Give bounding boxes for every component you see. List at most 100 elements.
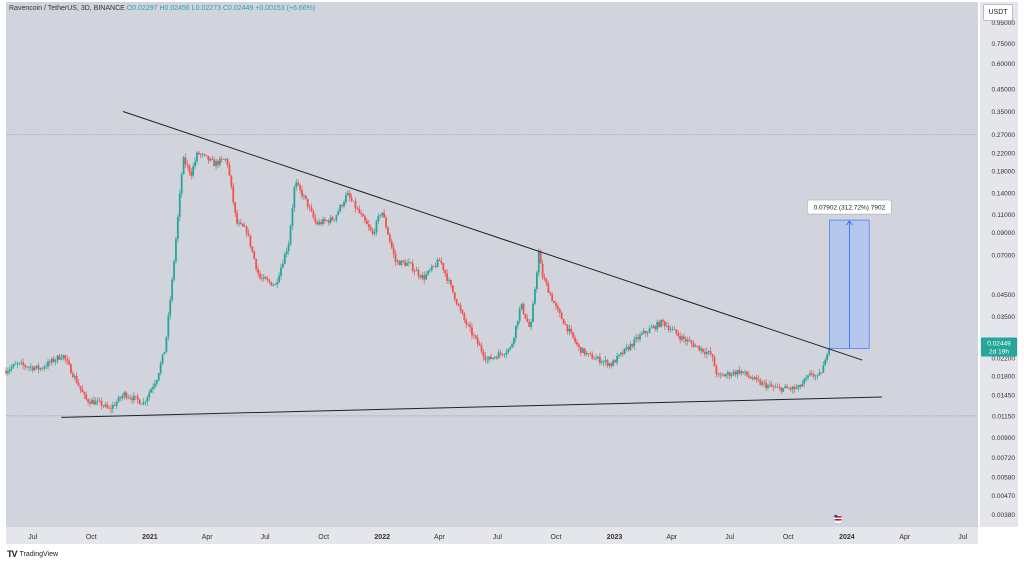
candle-body <box>18 362 21 364</box>
candle-body <box>692 343 695 347</box>
candle-body <box>619 352 622 355</box>
candle-body <box>379 215 382 216</box>
candle-body <box>60 358 63 360</box>
us-flag-event-icon[interactable] <box>832 513 844 525</box>
candle-body <box>442 263 445 270</box>
candle-body <box>396 260 399 262</box>
candle-body <box>690 341 693 344</box>
candle-body <box>140 403 143 405</box>
candle-body <box>472 335 475 336</box>
candle-body <box>541 263 544 278</box>
candle-body <box>423 275 426 280</box>
price-tick-label: 0.00470 <box>992 493 1016 500</box>
candle-body <box>228 165 231 176</box>
time-tick-label: Jul <box>493 534 502 541</box>
candle-body <box>684 338 687 342</box>
candle-body <box>707 351 710 353</box>
candle-body <box>759 380 762 385</box>
tradingview-brand: TradingView <box>19 550 59 558</box>
candle-body <box>387 227 389 235</box>
candle-body <box>203 154 206 156</box>
candle-body <box>196 152 198 162</box>
candle-body <box>100 400 103 406</box>
candle-body <box>478 343 481 346</box>
candle-body <box>736 370 739 375</box>
candle-body <box>694 345 697 347</box>
candle-body <box>440 260 443 264</box>
price-tick-label: 0.09000 <box>992 230 1016 237</box>
candle-body <box>696 345 699 347</box>
candle-body <box>482 351 485 357</box>
candle-body <box>797 385 800 388</box>
candle-body <box>217 161 219 165</box>
candle-body <box>516 321 519 326</box>
symbol-title[interactable]: Ravencoin / TetherUS, 3D, BINANCE <box>9 5 125 12</box>
candle-body <box>220 158 223 160</box>
candle-body <box>793 386 796 389</box>
candle-body <box>597 356 599 359</box>
candle-body <box>480 345 483 352</box>
candle-body <box>642 331 645 334</box>
candle-body <box>795 387 798 389</box>
candle-body <box>176 216 179 239</box>
price-tick-label: 0.07000 <box>992 252 1016 259</box>
candle-body <box>222 159 225 160</box>
candle-body <box>243 226 246 227</box>
candle-body <box>448 280 450 281</box>
candle-body <box>346 193 349 196</box>
candle-body <box>450 280 452 286</box>
candle-body <box>425 274 428 280</box>
candle-body <box>593 359 596 360</box>
candle-body <box>35 365 38 368</box>
candle-body <box>146 397 149 402</box>
candle-body <box>444 269 447 274</box>
candle-body <box>652 325 655 328</box>
candle-body <box>257 269 259 274</box>
candle-body <box>308 206 311 208</box>
candle-body <box>534 289 536 304</box>
candle-body <box>556 306 559 310</box>
candle-body <box>545 279 548 284</box>
candle-body <box>327 220 330 223</box>
candle-body <box>10 366 13 370</box>
candle-body <box>280 267 282 276</box>
price-range-label-box <box>807 199 892 215</box>
time-tick-label: Oct <box>318 534 329 541</box>
candle-body <box>144 401 147 403</box>
candle-body <box>167 315 170 337</box>
candle-body <box>133 395 135 401</box>
candle-body <box>537 251 540 273</box>
candle-body <box>663 321 666 327</box>
candle-body <box>461 309 464 314</box>
time-tick-label: Apr <box>899 534 911 541</box>
candle-body <box>671 328 674 330</box>
currency-unit-button[interactable]: USDT <box>983 4 1013 21</box>
candle-body <box>679 335 681 340</box>
candle-body <box>39 368 42 370</box>
candle-body <box>131 398 133 401</box>
candle-body <box>404 262 407 266</box>
candle-body <box>291 208 294 226</box>
candle-body <box>47 361 49 367</box>
candle-body <box>406 263 408 266</box>
tradingview-footer[interactable]: TV TradingView <box>7 549 58 559</box>
candle-body <box>322 219 324 225</box>
candle-body <box>742 371 745 373</box>
candle-body <box>530 321 533 327</box>
candle-body <box>350 197 353 201</box>
candle-body <box>820 372 823 374</box>
candle-body <box>362 214 365 217</box>
candle-body <box>501 353 504 355</box>
price-tick-label: 0.14000 <box>992 191 1016 198</box>
candle-body <box>648 328 651 333</box>
candle-body <box>129 397 132 399</box>
candle-body <box>28 367 30 368</box>
price-axis-background <box>980 2 1018 527</box>
candle-body <box>251 246 254 252</box>
candle-body <box>763 382 766 384</box>
candle-body <box>241 223 244 227</box>
candle-body <box>549 292 552 295</box>
candle-body <box>77 382 80 386</box>
